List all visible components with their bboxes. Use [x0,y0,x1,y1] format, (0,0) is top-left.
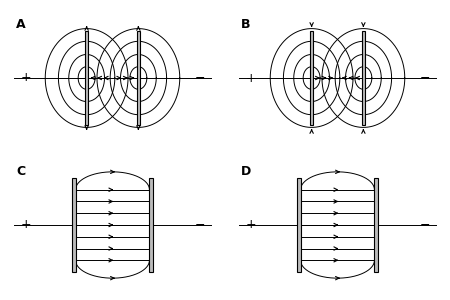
FancyBboxPatch shape [310,31,313,125]
Text: −: − [194,71,205,85]
FancyBboxPatch shape [72,178,76,272]
Text: B: B [241,18,251,31]
Text: +: + [20,218,31,232]
FancyBboxPatch shape [85,31,88,125]
FancyBboxPatch shape [149,178,153,272]
Text: −: − [419,218,430,232]
FancyBboxPatch shape [297,178,301,272]
Text: −: − [194,218,205,232]
FancyBboxPatch shape [137,31,140,125]
Text: −: − [419,71,430,85]
FancyBboxPatch shape [374,178,378,272]
FancyBboxPatch shape [362,31,365,125]
Text: A: A [16,18,26,31]
Text: +: + [245,71,256,85]
Text: +: + [245,218,256,232]
Text: +: + [20,71,31,85]
Text: D: D [241,165,251,178]
Text: C: C [16,165,25,178]
